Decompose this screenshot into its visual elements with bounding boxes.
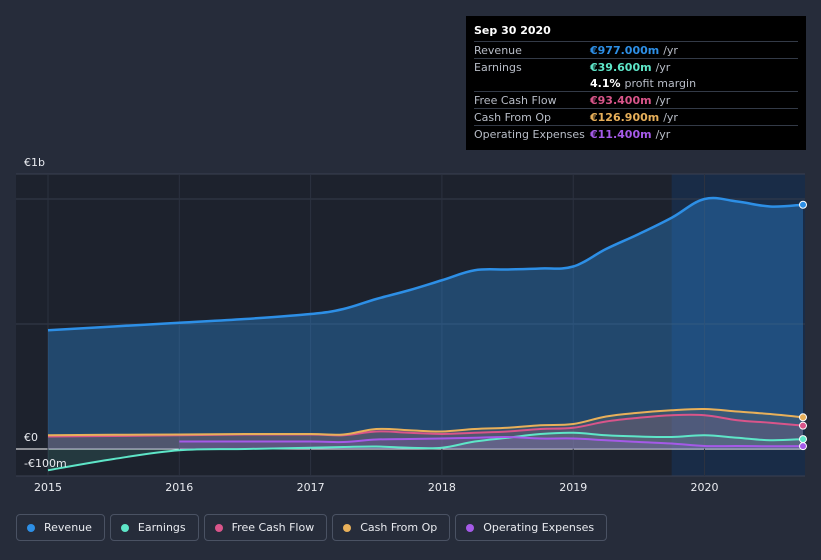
tooltip-value: €93.400m <box>590 93 652 107</box>
tooltip-label: Revenue <box>474 43 522 57</box>
tooltip-label: Operating Expenses <box>474 127 585 141</box>
tooltip-label: Free Cash Flow <box>474 93 557 107</box>
tooltip-row: Revenue €977.000m/yr <box>474 41 798 58</box>
area-revenue <box>48 197 803 449</box>
legend-label: Revenue <box>44 521 92 534</box>
tooltip-label: Cash From Op <box>474 110 552 124</box>
y-label-zero: €0 <box>24 431 38 444</box>
tooltip-row: Cash From Op €126.900m/yr <box>474 108 798 125</box>
line-earnings <box>47 431 804 472</box>
tooltip-unit: /yr <box>655 127 671 141</box>
tooltip-unit: /yr <box>663 43 678 57</box>
legend-label: Cash From Op <box>360 521 438 534</box>
tooltip-label: Earnings <box>474 60 522 74</box>
tooltip-date: Sep 30 2020 <box>474 24 551 37</box>
legend-dot-icon <box>27 523 35 532</box>
legend-item-revenue[interactable]: Revenue <box>16 514 105 541</box>
tooltip-unit: /yr <box>663 110 678 124</box>
legend-dot-icon <box>343 523 352 532</box>
end-point-earnings <box>799 435 807 444</box>
tooltip-unit: /yr <box>655 60 671 74</box>
x-tick-label: 2016 <box>165 481 194 494</box>
area-operating-expenses <box>179 436 804 449</box>
tooltip-value: €126.900m <box>590 110 660 124</box>
legend-dot-icon <box>214 523 223 532</box>
legend-item-free-cash-flow[interactable]: Free Cash Flow <box>203 514 328 541</box>
x-tick-label: 2015 <box>34 481 62 494</box>
legend-item-operating-expenses[interactable]: Operating Expenses <box>455 514 608 541</box>
tooltip-row: Free Cash Flow €93.400m/yr <box>474 91 798 108</box>
end-point-operating-expenses <box>799 442 807 451</box>
x-tick-label: 2017 <box>296 481 325 494</box>
end-point-revenue <box>799 200 807 209</box>
y-label-negative: -€100m <box>24 457 67 470</box>
line-revenue <box>47 196 804 332</box>
tooltip-value: €11.400m <box>590 127 652 141</box>
tooltip-row: Earnings €39.600m/yr <box>474 58 798 75</box>
x-tick-label: 2020 <box>690 481 719 494</box>
end-point-free-cash-flow <box>799 421 807 430</box>
tooltip-row: 4.1% profit margin <box>474 75 798 91</box>
legend-dot-icon <box>120 523 129 532</box>
tooltip-unit: profit margin <box>624 76 697 90</box>
legend-item-earnings[interactable]: Earnings <box>109 514 199 541</box>
x-tick-label: 2018 <box>427 481 456 494</box>
y-label-top: €1b <box>24 156 45 169</box>
highlight-region <box>671 174 805 476</box>
legend: Revenue Earnings Free Cash Flow Cash From O… <box>16 514 612 541</box>
legend-dot-icon <box>466 523 475 532</box>
legend-label: Operating Expenses <box>483 521 595 534</box>
area-cash-from-op <box>48 408 803 449</box>
x-tick-label: 2019 <box>559 481 588 494</box>
data-tooltip: Sep 30 2020 Revenue €977.000m/yr Earnings €… <box>466 16 806 150</box>
tooltip-value: €39.600m <box>590 60 652 74</box>
end-point-cash-from-op <box>799 413 807 422</box>
legend-label: Free Cash Flow <box>231 521 315 534</box>
tooltip-value: 4.1% <box>590 76 621 90</box>
legend-item-cash-from-op[interactable]: Cash From Op <box>332 514 451 541</box>
tooltip-unit: /yr <box>655 93 671 107</box>
line-operating-expenses <box>179 435 804 448</box>
legend-label: Earnings <box>137 521 186 534</box>
line-cash-from-op <box>47 407 804 437</box>
tooltip-value: €977.000m <box>590 43 660 57</box>
tooltip-row: Operating Expenses €11.400m/yr <box>474 125 798 142</box>
area-earnings <box>48 432 803 471</box>
